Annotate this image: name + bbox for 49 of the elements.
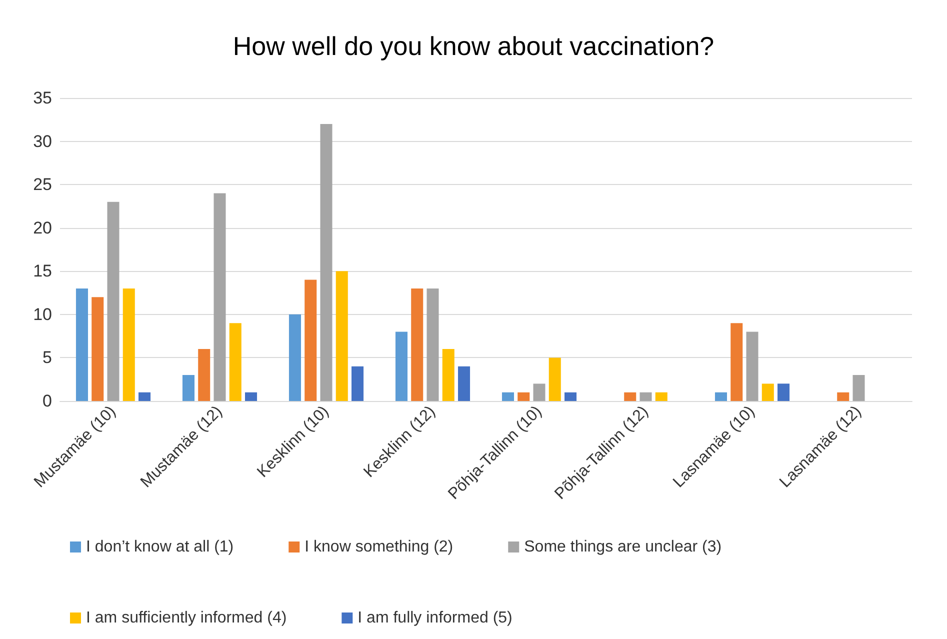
chart-title: How well do you know about vaccination? [232,31,714,61]
bar [714,392,727,401]
bar [245,392,258,401]
bar [837,392,850,401]
y-tick-label: 10 [33,304,52,324]
legend-label: I am fully informed (5) [358,610,512,626]
y-tick-label: 20 [33,218,52,238]
bar [138,392,151,401]
bar [442,349,454,401]
bar [336,271,348,401]
bar [778,384,790,401]
bar [304,280,317,401]
bar [92,297,104,401]
bar [122,288,135,401]
bar [214,193,226,401]
bar [624,392,636,401]
legend-label: I am sufficiently informed (4) [86,610,287,626]
bar [288,314,301,401]
bar [730,323,743,401]
bar [502,392,514,401]
bar [548,358,561,401]
bar [852,375,865,401]
bar [198,349,210,401]
y-tick-label: 25 [33,175,52,194]
y-tick-label: 15 [33,262,52,281]
bar [564,392,577,401]
bar [426,288,439,401]
legend-label: Some things are unclear (3) [524,538,722,556]
bar [182,375,194,401]
bar [107,202,120,401]
legend-label: I know something (2) [304,538,454,556]
bar [458,366,470,401]
bar [762,384,774,401]
y-tick-label: 0 [42,392,52,410]
bar [229,323,242,401]
bar [655,392,668,401]
bar [518,392,530,401]
bar [352,366,364,401]
bar [533,384,546,401]
y-tick-label: 5 [42,348,52,368]
bar [640,392,652,401]
y-tick-label: 35 [33,88,52,108]
bar [320,124,332,401]
y-tick-label: 30 [33,132,52,151]
bar [395,332,408,401]
bar [76,288,88,401]
bar [746,332,758,401]
legend-label: I don’t know at all (1) [86,538,234,556]
bar [411,288,424,401]
